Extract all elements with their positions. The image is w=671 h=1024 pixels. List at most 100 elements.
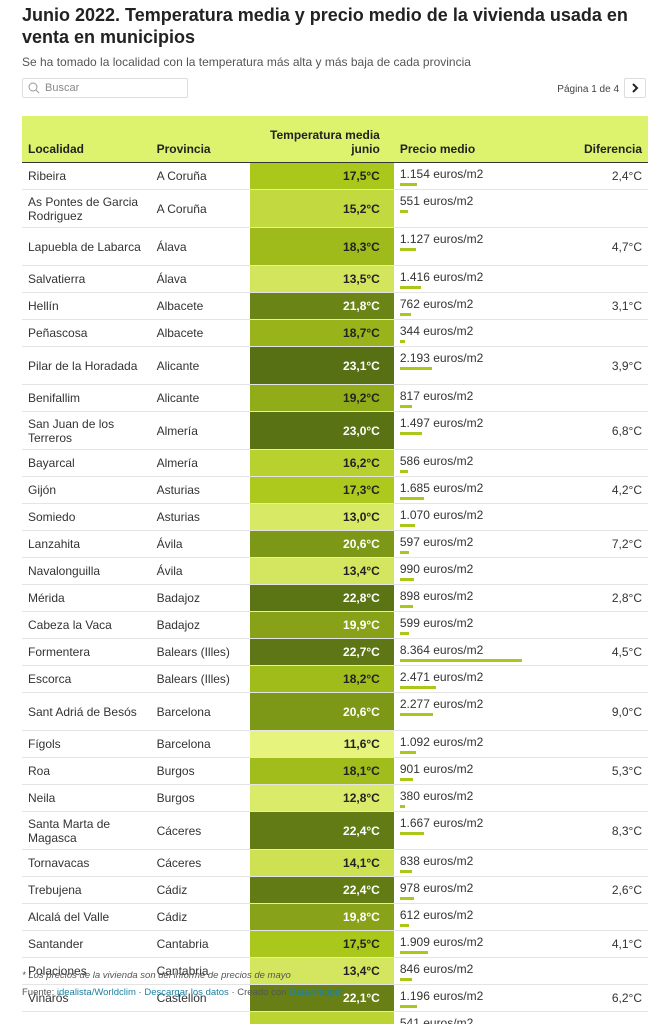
diferencia xyxy=(541,611,648,639)
price-cell: 2.277 euros/m2 xyxy=(393,692,542,731)
column-header: Diferencia xyxy=(541,116,648,163)
price-cell: 1.070 euros/m2 xyxy=(393,503,542,531)
price-label: 898 euros/m2 xyxy=(399,589,474,603)
localidad: Neila xyxy=(22,784,151,812)
price-bar xyxy=(399,870,413,873)
column-header: Temperatura media junio xyxy=(249,116,394,163)
diferencia: 2,4°C xyxy=(541,162,648,190)
temperature-cell: 22,7°C xyxy=(249,638,394,666)
search-icon xyxy=(28,82,40,94)
price-cell: 380 euros/m2 xyxy=(393,784,542,812)
price-cell: 978 euros/m2 xyxy=(393,876,542,904)
temperature-cell: 18,2°C xyxy=(249,665,394,693)
provincia: Cádiz xyxy=(150,903,250,931)
provincia: Cáceres xyxy=(150,849,250,877)
provincia: Ávila xyxy=(150,530,250,558)
price-bar xyxy=(399,340,405,343)
price-label: 762 euros/m2 xyxy=(399,297,474,311)
data-table: Localidad Provincia Temperatura media juni… xyxy=(22,116,648,1024)
provincia: Badajoz xyxy=(150,611,250,639)
table-row: Trebujena Cádiz 22,4°C 978 euros/m2 2,6°C xyxy=(22,876,648,904)
localidad: Gijón xyxy=(22,476,151,504)
localidad: Santander xyxy=(22,930,151,958)
diferencia xyxy=(541,784,648,812)
temperature-cell: 17,5°C xyxy=(249,162,394,190)
price-bar xyxy=(399,659,522,662)
price-label: 541 euros/m2 xyxy=(399,1016,474,1024)
price-label: 978 euros/m2 xyxy=(399,881,474,895)
price-label: 2.277 euros/m2 xyxy=(399,697,484,711)
localidad: Fígols xyxy=(22,730,151,758)
temperature-cell: 17,5°C xyxy=(249,930,394,958)
price-bar xyxy=(399,210,408,213)
provincia: Albacete xyxy=(150,319,250,347)
localidad: Escorca xyxy=(22,665,151,693)
diferencia xyxy=(541,319,648,347)
price-cell: 344 euros/m2 xyxy=(393,319,542,347)
temperature-cell: 16,2°C xyxy=(249,449,394,477)
price-cell: 597 euros/m2 xyxy=(393,530,542,558)
price-bar xyxy=(399,367,432,370)
price-cell: 1.685 euros/m2 xyxy=(393,476,542,504)
diferencia: 4,1°C xyxy=(541,930,648,958)
table-row: Sant Adriá de Besós Barcelona 20,6°C 2.277 … xyxy=(22,692,648,731)
table-row: Formentera Balears (Illes) 22,7°C 8.364 eur… xyxy=(22,638,648,666)
diferencia xyxy=(541,665,648,693)
provincia: Castellón xyxy=(150,984,250,1012)
table-row: Polaciones Cantabria 13,4°C 846 euros/m2 xyxy=(22,957,648,985)
temperature-cell: 22,4°C xyxy=(249,811,394,850)
download-link[interactable]: Descargar los datos xyxy=(144,987,229,998)
source-link[interactable]: idealista/Worldclim xyxy=(56,987,136,998)
price-cell: 762 euros/m2 xyxy=(393,292,542,320)
created-link[interactable]: Datawrapper xyxy=(289,987,344,998)
temperature-cell: 18,1°C xyxy=(249,757,394,785)
table-row: Lapuebla de Labarca Álava 18,3°C 1.127 euro… xyxy=(22,227,648,266)
table-row: San Juan de los Terreros Almería 23,0°C 1.4… xyxy=(22,411,648,450)
provincia: Albacete xyxy=(150,292,250,320)
localidad: Salvatierra xyxy=(22,265,151,293)
provincia: Barcelona xyxy=(150,730,250,758)
price-label: 1.685 euros/m2 xyxy=(399,481,484,495)
price-label: 612 euros/m2 xyxy=(399,908,474,922)
price-bar xyxy=(399,551,409,554)
table-row: Mérida Badajoz 22,8°C 898 euros/m2 2,8°C xyxy=(22,584,648,612)
temperature-cell: 20,6°C xyxy=(249,692,394,731)
temperature-cell: 19,2°C xyxy=(249,384,394,412)
provincia: Alicante xyxy=(150,346,250,385)
table-row: Tornavacas Cáceres 14,1°C 838 euros/m2 xyxy=(22,849,648,877)
temperature-cell: 14,1°C xyxy=(249,849,394,877)
diferencia: 5,3°C xyxy=(541,757,648,785)
localidad: Somiedo xyxy=(22,503,151,531)
localidad: Peñascosa xyxy=(22,319,151,347)
price-bar xyxy=(399,713,434,716)
localidad: Vinarós xyxy=(22,984,151,1012)
diferencia: 9,0°C xyxy=(541,692,648,731)
provincia: A Coruña xyxy=(150,189,250,228)
diferencia: 3,1°C xyxy=(541,292,648,320)
diferencia xyxy=(541,503,648,531)
table-row: Peñascosa Albacete 18,7°C 344 euros/m2 xyxy=(22,319,648,347)
temperature-cell: 20,6°C xyxy=(249,530,394,558)
price-label: 344 euros/m2 xyxy=(399,324,474,338)
temperature-cell: 12,8°C xyxy=(249,784,394,812)
table-row: Hellín Albacete 21,8°C 762 euros/m2 3,1°C xyxy=(22,292,648,320)
diferencia xyxy=(541,730,648,758)
table-row: As Pontes de Garcia Rodriguez A Coruña 15,… xyxy=(22,189,648,228)
localidad: Trebujena xyxy=(22,876,151,904)
price-cell: 1.497 euros/m2 xyxy=(393,411,542,450)
localidad: Tornavacas xyxy=(22,849,151,877)
diferencia xyxy=(541,903,648,931)
next-page-button[interactable] xyxy=(624,78,646,98)
temperature-cell: 22,4°C xyxy=(249,876,394,904)
footnote: * Los precios de la vivienda son del inf… xyxy=(22,970,291,981)
diferencia xyxy=(541,265,648,293)
price-bar xyxy=(399,605,413,608)
price-label: 838 euros/m2 xyxy=(399,854,474,868)
search-placeholder: Buscar xyxy=(45,82,80,94)
price-bar xyxy=(399,951,428,954)
arrow-icon xyxy=(632,83,639,93)
price-bar xyxy=(399,313,411,316)
search-box[interactable]: Buscar xyxy=(22,78,188,98)
diferencia: 4,7°C xyxy=(541,227,648,266)
table-row: Santa Marta de Magasca Cáceres 22,4°C 1.667… xyxy=(22,811,648,850)
